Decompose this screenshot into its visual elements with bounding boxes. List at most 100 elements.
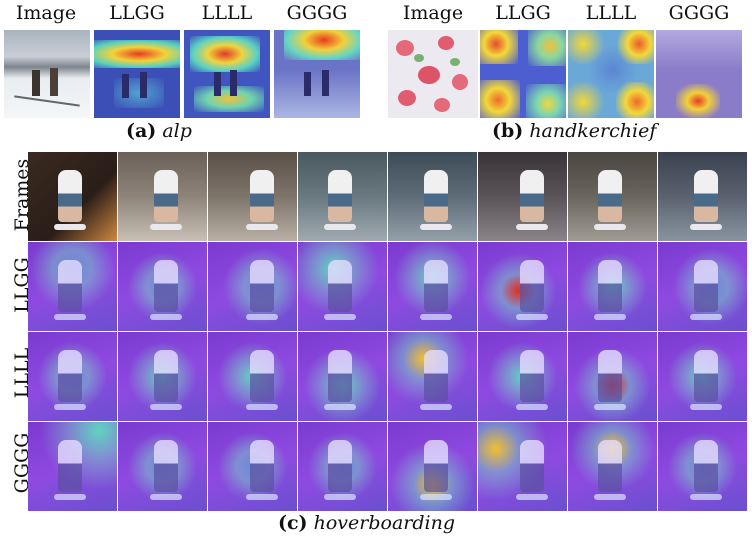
panel-c-caption-name: hoverboarding bbox=[313, 512, 455, 534]
person-figure bbox=[598, 170, 622, 222]
person-figure bbox=[154, 350, 178, 402]
handkerchief-gggg-heatmap bbox=[656, 30, 742, 118]
hoverboard bbox=[420, 494, 452, 500]
hoverboard bbox=[246, 404, 278, 410]
person-figure bbox=[58, 260, 82, 312]
person-figure bbox=[424, 440, 448, 492]
person-figure bbox=[328, 350, 352, 402]
hoverboard bbox=[594, 224, 626, 230]
hoverboard bbox=[54, 314, 86, 320]
hoverboard bbox=[246, 224, 278, 230]
frames-cell-2 bbox=[118, 152, 207, 241]
person-figure bbox=[520, 440, 544, 492]
llll-cell-1 bbox=[28, 332, 117, 421]
person-figure bbox=[328, 260, 352, 312]
person-figure bbox=[694, 350, 718, 402]
llgg-cell-7 bbox=[568, 242, 657, 331]
llll-cell-3 bbox=[208, 332, 297, 421]
person-figure bbox=[250, 350, 274, 402]
gggg-cell-2 bbox=[118, 422, 207, 511]
alp-llgg-heatmap bbox=[94, 30, 180, 118]
panel-a-header-llgg: LLGG bbox=[109, 2, 165, 24]
person-figure bbox=[424, 170, 448, 222]
panel-a-caption: (a) alp bbox=[126, 120, 192, 142]
llgg-cell-3 bbox=[208, 242, 297, 331]
gggg-cell-8 bbox=[658, 422, 747, 511]
gggg-cell-7 bbox=[568, 422, 657, 511]
person-figure bbox=[694, 440, 718, 492]
panel-b-header-image: Image bbox=[402, 2, 464, 24]
frames-cell-3 bbox=[208, 152, 297, 241]
panel-b-caption: (b) handkerchief bbox=[492, 120, 656, 142]
hoverboard bbox=[150, 494, 182, 500]
alp-gggg-heatmap bbox=[274, 30, 360, 118]
llgg-cell-6 bbox=[478, 242, 567, 331]
person-figure bbox=[250, 170, 274, 222]
llgg-cell-8 bbox=[658, 242, 747, 331]
hoverboard bbox=[246, 314, 278, 320]
person-figure bbox=[520, 260, 544, 312]
person-figure bbox=[598, 260, 622, 312]
hoverboard bbox=[54, 404, 86, 410]
llgg-cell-1 bbox=[28, 242, 117, 331]
hoverboard bbox=[594, 314, 626, 320]
panel-b-header-llgg: LLGG bbox=[495, 2, 551, 24]
person-figure bbox=[520, 350, 544, 402]
hoverboard bbox=[516, 404, 548, 410]
hoverboard bbox=[690, 404, 722, 410]
panel-a-caption-name: alp bbox=[162, 120, 192, 142]
person-figure bbox=[598, 350, 622, 402]
llll-cell-8 bbox=[658, 332, 747, 421]
gggg-cell-4 bbox=[298, 422, 387, 511]
person-figure bbox=[250, 440, 274, 492]
person-figure bbox=[58, 170, 82, 222]
llll-cell-6 bbox=[478, 332, 567, 421]
hoverboard bbox=[516, 224, 548, 230]
hoverboard bbox=[690, 494, 722, 500]
person-figure bbox=[424, 260, 448, 312]
gggg-cell-6 bbox=[478, 422, 567, 511]
hoverboard bbox=[516, 494, 548, 500]
person-figure bbox=[154, 440, 178, 492]
hoverboard bbox=[690, 314, 722, 320]
person-figure bbox=[694, 260, 718, 312]
person-figure bbox=[694, 170, 718, 222]
llgg-cell-4 bbox=[298, 242, 387, 331]
hoverboard bbox=[54, 224, 86, 230]
hoverboard bbox=[150, 224, 182, 230]
hoverboard bbox=[324, 224, 356, 230]
person-figure bbox=[250, 260, 274, 312]
person-figure bbox=[58, 350, 82, 402]
handkerchief-llll-heatmap bbox=[568, 30, 654, 118]
panel-b-header-llll: LLLL bbox=[585, 2, 637, 24]
gggg-cell-1 bbox=[28, 422, 117, 511]
handkerchief-image bbox=[388, 30, 478, 118]
hoverboard bbox=[150, 314, 182, 320]
person-figure bbox=[154, 170, 178, 222]
llll-cell-5 bbox=[388, 332, 477, 421]
hoverboard bbox=[324, 314, 356, 320]
panel-a-header-gggg: GGGG bbox=[286, 2, 348, 24]
panel-c-caption: (c) hoverboarding bbox=[278, 512, 455, 534]
hoverboard bbox=[324, 494, 356, 500]
hoverboard bbox=[420, 404, 452, 410]
hoverboard bbox=[150, 404, 182, 410]
person-figure bbox=[154, 260, 178, 312]
hoverboard bbox=[420, 314, 452, 320]
hoverboard bbox=[594, 494, 626, 500]
hoverboard bbox=[324, 404, 356, 410]
panel-c-caption-label: (c) bbox=[278, 512, 308, 534]
llll-cell-7 bbox=[568, 332, 657, 421]
person-figure bbox=[328, 440, 352, 492]
panel-b-header-gggg: GGGG bbox=[668, 2, 730, 24]
frames-cell-1 bbox=[28, 152, 117, 241]
hoverboard bbox=[516, 314, 548, 320]
frames-cell-7 bbox=[568, 152, 657, 241]
frames-cell-6 bbox=[478, 152, 567, 241]
handkerchief-llgg-heatmap bbox=[480, 30, 566, 118]
person-figure bbox=[424, 350, 448, 402]
hoverboard bbox=[690, 224, 722, 230]
hoverboard bbox=[246, 494, 278, 500]
llll-cell-4 bbox=[298, 332, 387, 421]
panel-a-caption-label: (a) bbox=[126, 120, 157, 142]
